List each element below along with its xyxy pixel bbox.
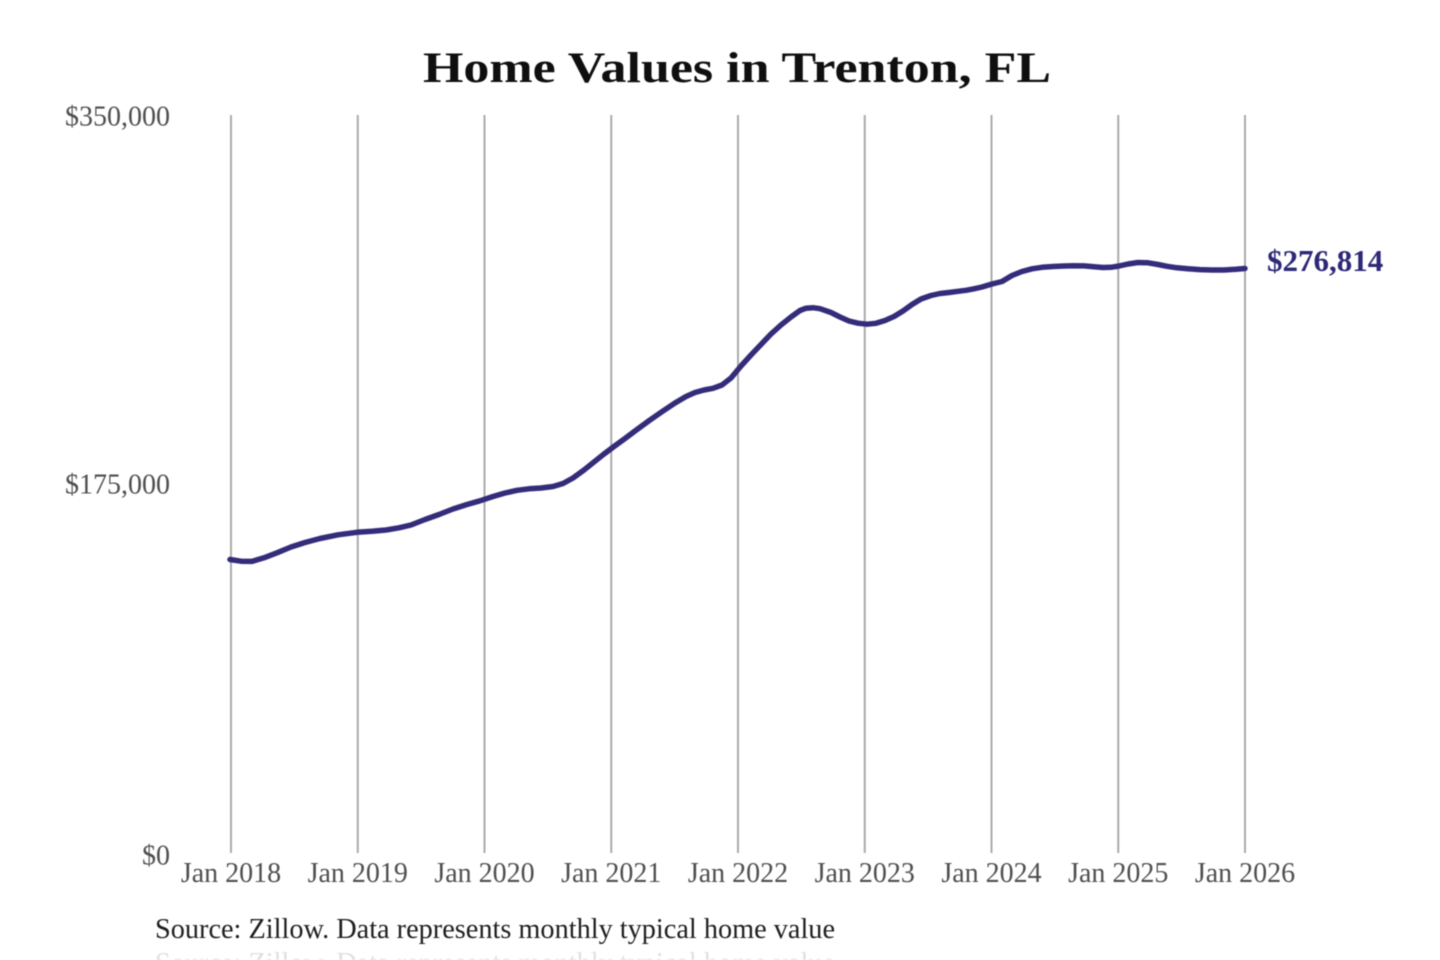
svg-text:Jan 2024: Jan 2024	[941, 858, 1041, 889]
svg-text:Jan 2021: Jan 2021	[561, 858, 661, 889]
svg-text:$350,000: $350,000	[65, 102, 170, 133]
svg-text:Home Values in Trenton, FL: Home Values in Trenton, FL	[423, 45, 1051, 92]
svg-text:Jan 2020: Jan 2020	[434, 858, 534, 889]
svg-text:Source: Zillow. Data represent: Source: Zillow. Data represents monthly …	[155, 948, 835, 960]
svg-text:$175,000: $175,000	[65, 470, 170, 501]
svg-text:$276,814: $276,814	[1267, 243, 1383, 278]
svg-text:Jan 2022: Jan 2022	[688, 858, 788, 889]
svg-text:Source: Zillow. Data represent: Source: Zillow. Data represents monthly …	[155, 914, 835, 945]
svg-text:Jan 2018: Jan 2018	[181, 858, 281, 889]
svg-text:Jan 2019: Jan 2019	[308, 858, 408, 889]
svg-text:Jan 2023: Jan 2023	[815, 858, 915, 889]
svg-text:$0: $0	[142, 841, 170, 872]
svg-text:Jan 2025: Jan 2025	[1068, 858, 1168, 889]
svg-text:Jan 2026: Jan 2026	[1195, 858, 1295, 889]
